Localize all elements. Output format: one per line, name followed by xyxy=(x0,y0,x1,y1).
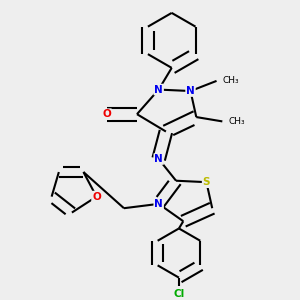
Text: Cl: Cl xyxy=(173,289,184,298)
Text: CH₃: CH₃ xyxy=(228,117,245,126)
Text: O: O xyxy=(92,192,101,202)
Text: N: N xyxy=(154,154,163,164)
Text: O: O xyxy=(102,109,111,119)
Text: N: N xyxy=(186,86,195,96)
Text: S: S xyxy=(203,177,210,187)
Text: N: N xyxy=(154,199,163,209)
Text: CH₃: CH₃ xyxy=(222,76,239,85)
Text: N: N xyxy=(154,85,163,94)
